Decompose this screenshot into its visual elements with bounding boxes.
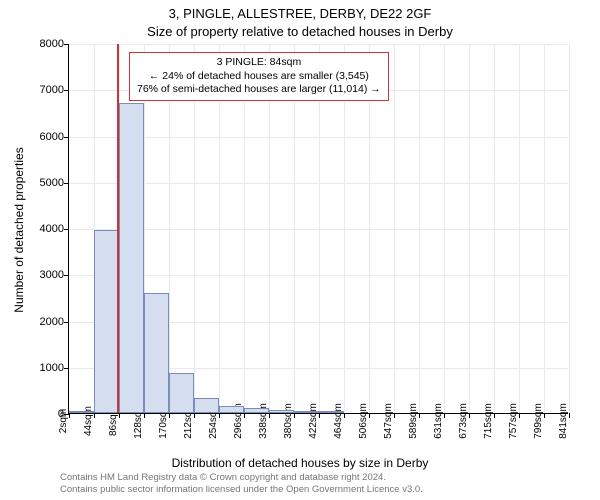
xtick-label: 631sqm xyxy=(433,403,444,439)
xtick-mark xyxy=(69,413,70,418)
ytick-mark xyxy=(64,275,69,276)
footer-line1: Contains HM Land Registry data © Crown c… xyxy=(60,472,386,483)
histogram-bar xyxy=(144,293,169,413)
property-marker-line xyxy=(117,44,119,413)
annotation-line2: ← 24% of detached houses are smaller (3,… xyxy=(137,70,381,84)
chart-title-main: 3, PINGLE, ALLESTREE, DERBY, DE22 2GF xyxy=(0,6,600,21)
ytick-mark xyxy=(64,229,69,230)
ytick-label: 5000 xyxy=(29,177,64,189)
xtick-label: 715sqm xyxy=(483,403,494,439)
y-axis-label: Number of detached properties xyxy=(12,147,26,312)
gridline-v xyxy=(544,44,545,413)
xtick-label: 799sqm xyxy=(533,403,544,439)
plot-area: 0100020003000400050006000700080002sqm44s… xyxy=(68,44,568,414)
gridline-v xyxy=(419,44,420,413)
xtick-mark xyxy=(469,413,470,418)
xtick-label: 506sqm xyxy=(358,403,369,439)
histogram-bar xyxy=(169,373,194,413)
xtick-label: 757sqm xyxy=(508,403,519,439)
gridline-v xyxy=(519,44,520,413)
ytick-mark xyxy=(64,183,69,184)
gridline-v xyxy=(494,44,495,413)
ytick-mark xyxy=(64,44,69,45)
histogram-bar xyxy=(244,408,269,413)
histogram-bar xyxy=(294,411,319,413)
gridline-v xyxy=(394,44,395,413)
gridline-v xyxy=(469,44,470,413)
footer-line2: Contains public sector information licen… xyxy=(60,484,423,495)
xtick-mark xyxy=(444,413,445,418)
xtick-label: 589sqm xyxy=(408,403,419,439)
xtick-mark xyxy=(244,413,245,418)
histogram-bar xyxy=(119,103,144,413)
ytick-mark xyxy=(64,137,69,138)
xtick-mark xyxy=(494,413,495,418)
xtick-mark xyxy=(194,413,195,418)
xtick-mark xyxy=(94,413,95,418)
xtick-label: 841sqm xyxy=(558,403,569,439)
ytick-label: 2000 xyxy=(29,316,64,328)
xtick-mark xyxy=(269,413,270,418)
gridline-v xyxy=(569,44,570,413)
annotation-line3: 76% of semi-detached houses are larger (… xyxy=(137,83,381,97)
annotation-box: 3 PINGLE: 84sqm← 24% of detached houses … xyxy=(129,52,389,101)
histogram-bar xyxy=(69,411,94,413)
xtick-mark xyxy=(169,413,170,418)
ytick-mark xyxy=(64,90,69,91)
gridline-v xyxy=(444,44,445,413)
xtick-mark xyxy=(319,413,320,418)
ytick-label: 7000 xyxy=(29,84,64,96)
footer-attribution: Contains HM Land Registry data © Crown c… xyxy=(60,472,423,496)
annotation-line1: 3 PINGLE: 84sqm xyxy=(137,56,381,70)
xtick-mark xyxy=(419,413,420,418)
xtick-mark xyxy=(369,413,370,418)
xtick-mark xyxy=(544,413,545,418)
xtick-mark xyxy=(344,413,345,418)
xtick-label: 380sqm xyxy=(283,403,294,439)
histogram-bar xyxy=(94,230,119,413)
ytick-mark xyxy=(64,368,69,369)
histogram-bar xyxy=(269,410,294,413)
xtick-label: 464sqm xyxy=(333,403,344,439)
chart-title-sub: Size of property relative to detached ho… xyxy=(0,24,600,39)
xtick-label: 547sqm xyxy=(383,403,394,439)
ytick-label: 1000 xyxy=(29,362,64,374)
xtick-label: 422sqm xyxy=(308,403,319,439)
histogram-bar xyxy=(219,406,244,413)
xtick-mark xyxy=(519,413,520,418)
xtick-label: 673sqm xyxy=(458,403,469,439)
histogram-bar xyxy=(319,411,344,413)
x-axis-label: Distribution of detached houses by size … xyxy=(0,456,600,470)
xtick-mark xyxy=(119,413,120,418)
ytick-label: 8000 xyxy=(29,38,64,50)
ytick-label: 4000 xyxy=(29,223,64,235)
ytick-label: 6000 xyxy=(29,131,64,143)
xtick-mark xyxy=(394,413,395,418)
xtick-mark xyxy=(144,413,145,418)
xtick-mark xyxy=(219,413,220,418)
histogram-bar xyxy=(194,398,219,413)
xtick-label: 2sqm xyxy=(58,409,69,433)
ytick-mark xyxy=(64,322,69,323)
xtick-mark xyxy=(569,413,570,418)
ytick-label: 3000 xyxy=(29,269,64,281)
xtick-mark xyxy=(294,413,295,418)
